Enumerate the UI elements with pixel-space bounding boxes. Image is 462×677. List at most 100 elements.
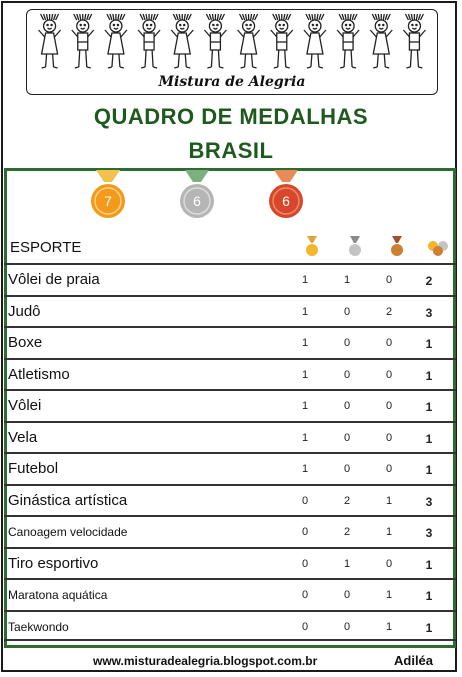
total-count-cell: 3 (425, 305, 433, 320)
bronze-count-cell: 0 (385, 400, 393, 412)
sport-name: Boxe (8, 334, 43, 351)
table-row: Taekwondo 0 0 1 1 (4, 609, 456, 641)
bronze-medal-icon (269, 184, 303, 218)
table-row: Vôlei de praia 1 1 0 2 (4, 263, 456, 295)
column-header-sport: ESPORTE (10, 239, 82, 256)
gold-count-cell: 0 (301, 620, 309, 633)
total-count-cell: 1 (425, 620, 433, 635)
gold-count-cell: 1 (301, 337, 309, 349)
child-figure (38, 13, 62, 69)
silver-count-cell: 1 (343, 557, 351, 570)
gold-count-cell: 1 (301, 274, 309, 286)
child-figure (237, 13, 261, 69)
sport-name: Judô (8, 302, 41, 320)
bronze-count-cell: 0 (385, 557, 393, 570)
gold-count-cell: 1 (301, 305, 309, 318)
table-row: Vôlei 1 0 0 1 (4, 389, 456, 421)
gold-count-cell: 1 (301, 368, 309, 381)
total-count-cell: 1 (425, 463, 433, 477)
child-figure (369, 13, 393, 69)
page-title: QUADRO DE MEDALHAS (93, 104, 369, 129)
silver-count-cell: 2 (343, 494, 351, 507)
bronze-count-cell: 0 (385, 431, 393, 444)
table-row: Judô 1 0 2 3 (4, 294, 456, 327)
total-count-cell: 2 (425, 274, 433, 288)
bronze-count: 6 (282, 193, 290, 209)
table-row: Ginástica artística 0 2 1 3 (4, 483, 456, 516)
gold-count-cell: 0 (301, 589, 309, 601)
sport-name: Ginástica artística (8, 491, 128, 509)
sport-name: Vela (8, 428, 38, 446)
total-count-cell: 1 (425, 337, 433, 351)
sport-name: Canoagem velocidade (8, 525, 128, 539)
child-figure (137, 13, 161, 69)
silver-count-cell: 1 (343, 274, 351, 286)
gold-count-cell: 0 (301, 494, 309, 507)
silver-count-cell: 0 (343, 305, 351, 318)
gold-count-cell: 1 (301, 400, 309, 412)
bronze-medal-badge: 6 (269, 170, 303, 218)
silver-count-cell: 0 (343, 620, 351, 633)
sport-name: Atletismo (8, 365, 70, 383)
silver-count-cell: 0 (343, 463, 351, 475)
total-count-cell: 3 (425, 494, 433, 509)
sport-name: Vôlei de praia (8, 271, 100, 288)
bronze-count-cell: 1 (385, 526, 393, 538)
table-row: Atletismo 1 0 0 1 (4, 357, 456, 390)
child-figure (104, 13, 128, 69)
medal-table-body: Vôlei de praia 1 1 0 2 Judô 1 0 2 3 Boxe 1 0 0 1 Atleti… (4, 263, 456, 641)
sport-name: Vôlei (8, 397, 42, 414)
child-figure (303, 13, 327, 69)
bronze-ribbon (274, 170, 298, 182)
total-medals-icon (428, 241, 448, 256)
table-row: Canoagem velocidade 0 2 1 3 (4, 515, 456, 547)
children-drawing (38, 13, 426, 69)
child-figure (71, 13, 95, 69)
gold-count: 7 (104, 193, 112, 209)
gold-count-cell: 0 (301, 557, 309, 570)
table-row: Tiro esportivo 0 1 0 1 (4, 546, 456, 579)
bronze-count-cell: 1 (385, 589, 393, 601)
sport-name: Taekwondo (8, 619, 69, 634)
bronze-count-cell: 0 (385, 368, 393, 381)
silver-count-cell: 0 (343, 400, 351, 412)
page-border (1, 1, 457, 672)
silver-count-cell: 0 (343, 431, 351, 444)
author-name: Adiléa (394, 653, 434, 668)
sport-name: Tiro esportivo (8, 554, 99, 572)
table-row: Vela 1 0 0 1 (4, 420, 456, 453)
sport-name: Maratona aquática (8, 588, 108, 602)
silver-medal-badge: 6 (180, 170, 214, 218)
child-figure (270, 13, 294, 69)
total-count-cell: 1 (425, 400, 433, 414)
silver-count-cell: 0 (343, 589, 351, 601)
bronze-count-cell: 0 (385, 337, 393, 349)
page-subtitle: BRASIL (188, 138, 274, 163)
total-count-cell: 1 (425, 557, 433, 572)
gold-medal-icon (91, 184, 125, 218)
silver-ribbon (185, 170, 209, 182)
silver-count-cell: 0 (343, 337, 351, 349)
brand-header: Mistura de Alegria (26, 9, 438, 95)
total-count-cell: 3 (425, 526, 433, 540)
brand-name: Mistura de Alegria (158, 74, 306, 90)
table-row: Maratona aquática 0 0 1 1 (4, 578, 456, 610)
bronze-medal-icon (391, 236, 403, 256)
sport-name: Futebol (8, 460, 59, 477)
child-figure (402, 13, 426, 69)
bronze-count-cell: 1 (385, 620, 393, 633)
silver-medal-icon (180, 184, 214, 218)
gold-ribbon (96, 170, 120, 182)
silver-count-cell: 2 (343, 526, 351, 538)
bronze-count-cell: 0 (385, 274, 393, 286)
gold-count-cell: 1 (301, 431, 309, 444)
gold-medal-icon (306, 236, 318, 256)
silver-count: 6 (193, 193, 201, 209)
gold-count-cell: 0 (301, 526, 309, 538)
footer: www.misturadealegria.blogspot.com.br Adi… (0, 652, 462, 672)
child-figure (170, 13, 194, 69)
bronze-count-cell: 2 (385, 305, 393, 318)
table-row: Futebol 1 0 0 1 (4, 452, 456, 484)
silver-medal-icon (349, 236, 361, 256)
child-figure (336, 13, 360, 69)
